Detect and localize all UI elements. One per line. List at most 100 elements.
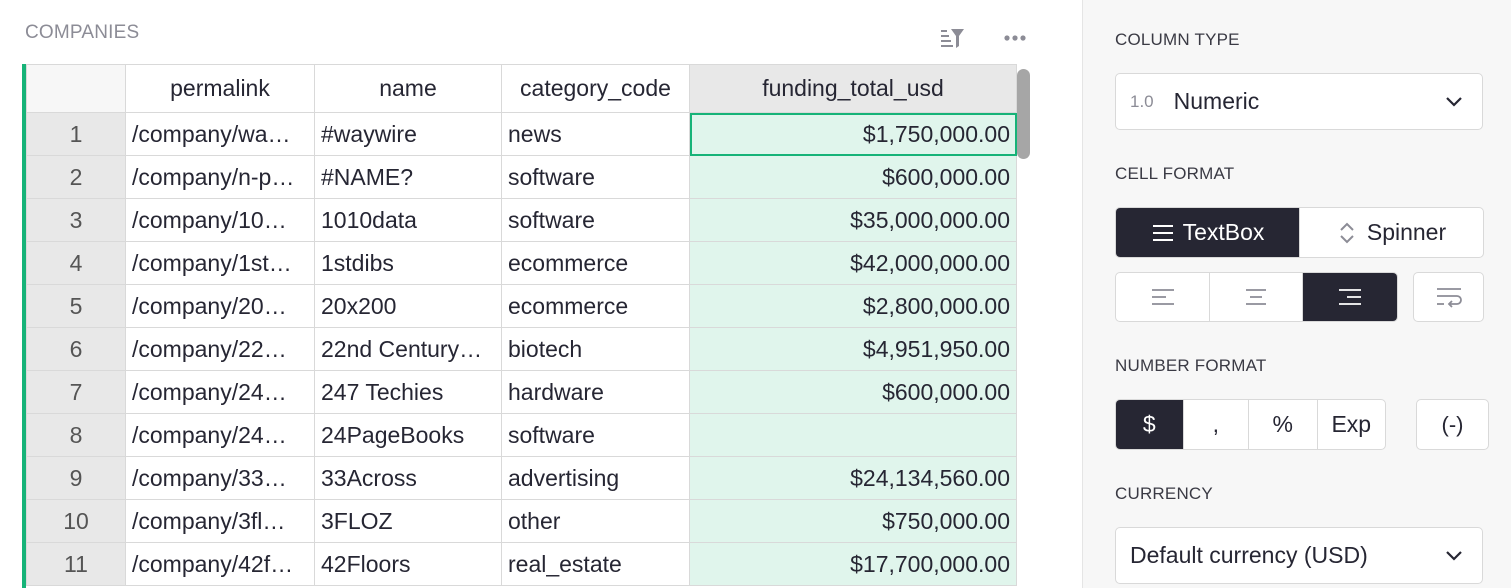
column-type-select[interactable]: 1.0 Numeric — [1115, 73, 1483, 130]
currency-value: Default currency (USD) — [1130, 542, 1368, 568]
align-center-icon — [1246, 289, 1266, 305]
row-number[interactable]: 10 — [26, 499, 126, 543]
cell-funding-total-usd[interactable] — [689, 413, 1017, 457]
chevron-down-icon — [1446, 97, 1462, 107]
row-number[interactable]: 11 — [26, 542, 126, 586]
cell-name[interactable]: 3FLOZ — [314, 499, 502, 543]
cell-funding-total-usd[interactable]: $42,000,000.00 — [689, 241, 1017, 285]
cell-name[interactable]: #NAME? — [314, 155, 502, 199]
align-left-button[interactable] — [1116, 273, 1211, 321]
table-row: 5/company/20… 20x200 ecommerce $2,800,000.0… — [26, 284, 1017, 328]
creator-panel: COLUMN TYPE 1.0 Numeric CELL FORMAT Text… — [1082, 0, 1511, 588]
negative-parens-button[interactable]: (-) — [1416, 399, 1489, 450]
textbox-icon — [1152, 224, 1173, 241]
table-row: 7/company/24… 247 Techies hardware $600,000… — [26, 370, 1017, 414]
cell-name[interactable]: 247 Techies — [314, 370, 502, 414]
widget-toggle: TextBox Spinner — [1115, 207, 1484, 258]
row-number[interactable]: 9 — [26, 456, 126, 500]
cell-permalink[interactable]: /company/33… — [125, 456, 315, 500]
percent-format-button[interactable]: % — [1249, 400, 1318, 449]
cell-category-code[interactable]: news — [501, 112, 690, 156]
sort-filter-icon[interactable] — [938, 24, 966, 52]
cell-category-code[interactable]: advertising — [501, 456, 690, 500]
table-row: 9/company/33… 33Across advertising $24,134,… — [26, 456, 1017, 500]
column-header-funding-total-usd[interactable]: funding_total_usd — [689, 64, 1017, 113]
table-row: 2/company/n-p… #NAME? software $600,000.00 — [26, 155, 1017, 199]
companies-table: permalink name category_code funding_tot… — [26, 64, 1017, 586]
row-number[interactable]: 5 — [26, 284, 126, 328]
scrollbar-thumb[interactable] — [1017, 69, 1030, 159]
cell-category-code[interactable]: software — [501, 413, 690, 457]
exponent-format-button[interactable]: Exp — [1331, 411, 1372, 437]
cell-permalink[interactable]: /company/3fl… — [125, 499, 315, 543]
header-row: permalink name category_code funding_tot… — [26, 64, 1017, 113]
cell-funding-total-usd[interactable]: $35,000,000.00 — [689, 198, 1017, 242]
cell-name[interactable]: 24PageBooks — [314, 413, 502, 457]
cell-category-code[interactable]: biotech — [501, 327, 690, 371]
row-number[interactable]: 8 — [26, 413, 126, 457]
cell-category-code[interactable]: ecommerce — [501, 284, 690, 328]
number-format-group: $ , % Exp — [1115, 399, 1386, 450]
column-header-category-code[interactable]: category_code — [501, 64, 690, 113]
cell-permalink[interactable]: /company/24… — [125, 413, 315, 457]
cell-name[interactable]: 22nd Century… — [314, 327, 502, 371]
number-format-label: NUMBER FORMAT — [1115, 356, 1267, 375]
cell-name[interactable]: #waywire — [314, 112, 502, 156]
cell-category-code[interactable]: hardware — [501, 370, 690, 414]
currency-select[interactable]: Default currency (USD) — [1115, 527, 1483, 584]
align-center-button[interactable] — [1210, 273, 1303, 321]
cell-permalink[interactable]: /company/20… — [125, 284, 315, 328]
cell-funding-total-usd[interactable]: $17,700,000.00 — [689, 542, 1017, 586]
cell-name[interactable]: 33Across — [314, 456, 502, 500]
cell-permalink[interactable]: /company/1st… — [125, 241, 315, 285]
align-right-icon — [1338, 289, 1361, 305]
more-options-icon[interactable] — [1001, 24, 1029, 52]
cell-funding-total-usd[interactable]: $600,000.00 — [689, 155, 1017, 199]
cell-funding-total-usd[interactable]: $750,000.00 — [689, 499, 1017, 543]
wrap-text-button[interactable] — [1413, 272, 1484, 322]
align-right-button[interactable] — [1302, 273, 1397, 321]
textbox-button[interactable]: TextBox — [1116, 208, 1300, 257]
column-header-name[interactable]: name — [314, 64, 502, 113]
thousands-format-button[interactable]: , — [1184, 400, 1250, 449]
cell-name[interactable]: 20x200 — [314, 284, 502, 328]
cell-funding-total-usd[interactable]: $2,800,000.00 — [689, 284, 1017, 328]
table-row: 1/company/wa… #waywire news $1,750,000.00 — [26, 112, 1017, 156]
corner-cell[interactable] — [26, 64, 126, 113]
row-number[interactable]: 3 — [26, 198, 126, 242]
cell-category-code[interactable]: software — [501, 155, 690, 199]
cell-permalink[interactable]: /company/42f… — [125, 542, 315, 586]
row-number[interactable]: 7 — [26, 370, 126, 414]
column-header-permalink[interactable]: permalink — [125, 64, 315, 113]
currency-format-button[interactable]: $ — [1116, 400, 1184, 449]
spinner-icon — [1340, 222, 1354, 243]
data-grid[interactable]: permalink name category_code funding_tot… — [22, 64, 1038, 588]
cell-funding-total-usd[interactable]: $4,951,950.00 — [689, 327, 1017, 371]
row-number[interactable]: 4 — [26, 241, 126, 285]
cell-category-code[interactable]: ecommerce — [501, 241, 690, 285]
cell-name[interactable]: 1010data — [314, 198, 502, 242]
row-number[interactable]: 6 — [26, 327, 126, 371]
table-row: 10/company/3fl… 3FLOZ other $750,000.00 — [26, 499, 1017, 543]
cell-name[interactable]: 1stdibs — [314, 241, 502, 285]
row-number[interactable]: 2 — [26, 155, 126, 199]
cell-permalink[interactable]: /company/n-p… — [125, 155, 315, 199]
cell-category-code[interactable]: real_estate — [501, 542, 690, 586]
cell-category-code[interactable]: other — [501, 499, 690, 543]
align-left-icon — [1151, 289, 1174, 305]
cell-funding-total-usd[interactable]: $600,000.00 — [689, 370, 1017, 414]
currency-label: CURRENCY — [1115, 484, 1213, 503]
table-row: 4/company/1st… 1stdibs ecommerce $42,000,00… — [26, 241, 1017, 285]
cell-permalink[interactable]: /company/24… — [125, 370, 315, 414]
cell-funding-total-usd[interactable]: $24,134,560.00 — [689, 456, 1017, 500]
cell-permalink[interactable]: /company/22… — [125, 327, 315, 371]
cell-permalink[interactable]: /company/10… — [125, 198, 315, 242]
spinner-button[interactable]: Spinner — [1300, 208, 1483, 257]
vertical-scrollbar[interactable] — [1015, 68, 1031, 588]
row-number[interactable]: 1 — [26, 112, 126, 156]
cell-category-code[interactable]: software — [501, 198, 690, 242]
table-row: 3/company/10… 1010data software $35,000,000… — [26, 198, 1017, 242]
cell-permalink[interactable]: /company/wa… — [125, 112, 315, 156]
cell-funding-total-usd[interactable]: $1,750,000.00 — [689, 112, 1017, 156]
cell-name[interactable]: 42Floors — [314, 542, 502, 586]
